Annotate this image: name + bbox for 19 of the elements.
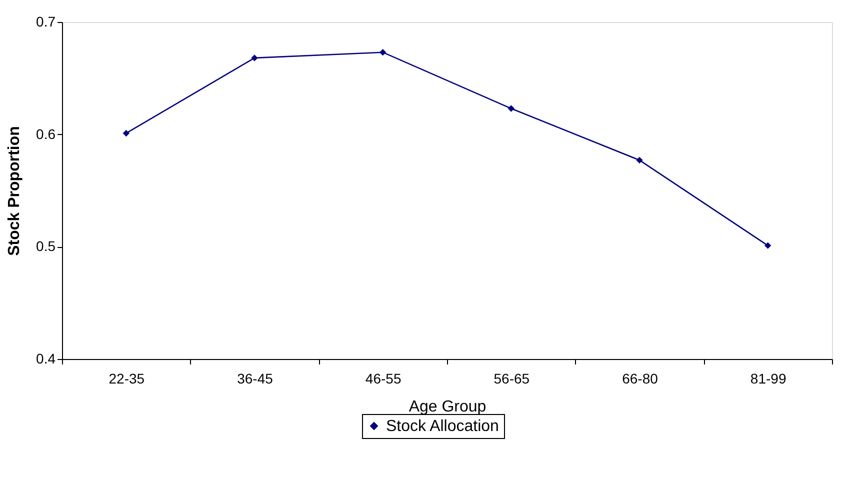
y-tick-label: 0.6 (36, 126, 56, 142)
point (764, 242, 772, 249)
point (636, 156, 643, 164)
point (122, 130, 130, 137)
y-axis-title: Stock Proportion (6, 126, 24, 256)
x-axis-title: Age Group (408, 398, 486, 416)
x-tick-label: 46-55 (365, 370, 402, 386)
x-tick-label: 66-80 (622, 370, 658, 386)
y-tick-label: 0.4 (36, 350, 56, 366)
legend-label: Stock Allocation (386, 418, 499, 435)
x-tick-label: 36-45 (237, 370, 274, 386)
point (379, 48, 386, 56)
y-tick-label: 0.5 (36, 238, 56, 254)
point (508, 105, 515, 112)
x-tick-label: 22-35 (108, 370, 145, 386)
point (251, 54, 258, 62)
x-tick-label: 81-99 (750, 370, 786, 386)
y-tick-label: 0.7 (36, 14, 56, 30)
x-tick-label: 56-65 (494, 370, 530, 386)
